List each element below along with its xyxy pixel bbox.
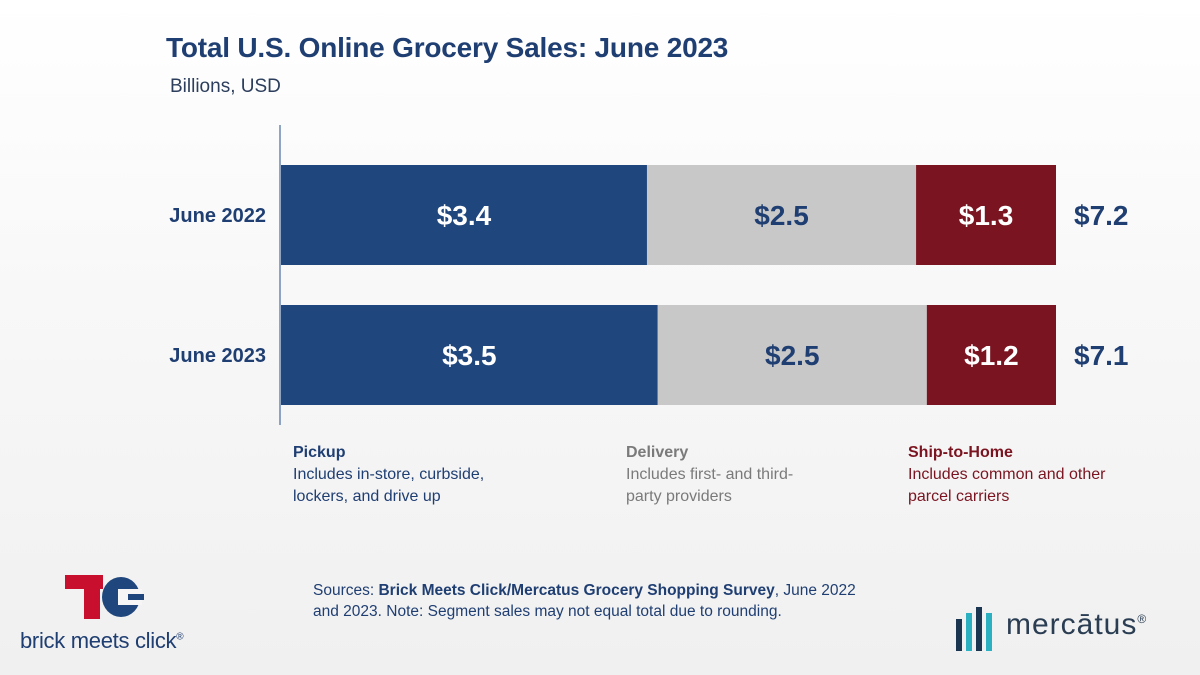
brick-meets-click-wordmark: brick meets click® bbox=[20, 628, 184, 654]
bar-delivery-june-2022 bbox=[646, 165, 917, 265]
bar-delivery-june-2023 bbox=[657, 305, 927, 405]
data-label-delivery-june-2023: $2.5 bbox=[765, 340, 820, 371]
sources-prefix: Sources: bbox=[313, 582, 379, 599]
mercatus-registered-mark: ® bbox=[1137, 612, 1148, 626]
mercatus-wordmark-text: mercātus bbox=[1006, 608, 1138, 641]
chart-title: Total U.S. Online Grocery Sales: June 20… bbox=[166, 32, 729, 63]
bar-ship-to-home-june-2022 bbox=[916, 165, 1056, 265]
legend-pickup-desc: Includes in-store, curbside, lockers, an… bbox=[293, 466, 485, 505]
chart-subtitle: Billions, USD bbox=[170, 76, 281, 97]
bar-ship-to-home-june-2023 bbox=[926, 305, 1056, 405]
legend-pickup: Pickup Includes in-store, curbside, lock… bbox=[293, 442, 533, 508]
sources-survey-name: Brick Meets Click/Mercatus Grocery Shopp… bbox=[378, 582, 775, 599]
data-label-pickup-june-2022: $3.4 bbox=[437, 200, 492, 231]
data-label-ship-to-home-june-2023: $1.2 bbox=[964, 340, 1019, 371]
bar-pickup-june-2022 bbox=[281, 165, 647, 265]
bars-group: June 2022 $3.4 $2.5 $1.3 $7.2 June 2023 $3.5 $2… bbox=[169, 165, 1129, 405]
total-label-june-2023: $7.1 bbox=[1074, 340, 1129, 371]
category-label-june-2023: June 2023 bbox=[169, 345, 266, 367]
total-label-june-2022: $7.2 bbox=[1074, 200, 1129, 231]
stacked-bar-chart: June 2022 $3.4 $2.5 $1.3 $7.2 June 2023 $3.5 $2… bbox=[169, 125, 1129, 425]
data-label-ship-to-home-june-2022: $1.3 bbox=[959, 200, 1014, 231]
bar-pickup-june-2023 bbox=[281, 305, 658, 405]
bmc-registered-mark: ® bbox=[176, 631, 184, 643]
legend-delivery: Delivery Includes first- and third-party… bbox=[626, 442, 826, 508]
data-label-delivery-june-2022: $2.5 bbox=[754, 200, 809, 231]
legend-ship-to-home: Ship-to-Home Includes common and other p… bbox=[908, 442, 1118, 508]
sources-note: Sources: Brick Meets Click/Mercatus Groc… bbox=[313, 580, 883, 622]
legend-delivery-desc: Includes first- and third-party provider… bbox=[626, 466, 794, 505]
bmc-wordmark-text: brick meets click bbox=[20, 628, 177, 653]
data-label-pickup-june-2023: $3.5 bbox=[442, 340, 497, 371]
legend-ship-desc: Includes common and other parcel carrier… bbox=[908, 466, 1106, 505]
mercatus-wordmark: mercātus® bbox=[1006, 608, 1147, 642]
legend-pickup-name: Pickup bbox=[293, 444, 346, 461]
brick-meets-click-logo-icon bbox=[65, 575, 144, 619]
legend-delivery-name: Delivery bbox=[626, 444, 689, 461]
legend-ship-name: Ship-to-Home bbox=[908, 444, 1013, 461]
sources-rest: , June 2022 and 2023. Note: Segment sale… bbox=[313, 582, 856, 620]
category-label-june-2022: June 2022 bbox=[169, 205, 266, 227]
mercatus-logo-icon bbox=[956, 607, 992, 651]
